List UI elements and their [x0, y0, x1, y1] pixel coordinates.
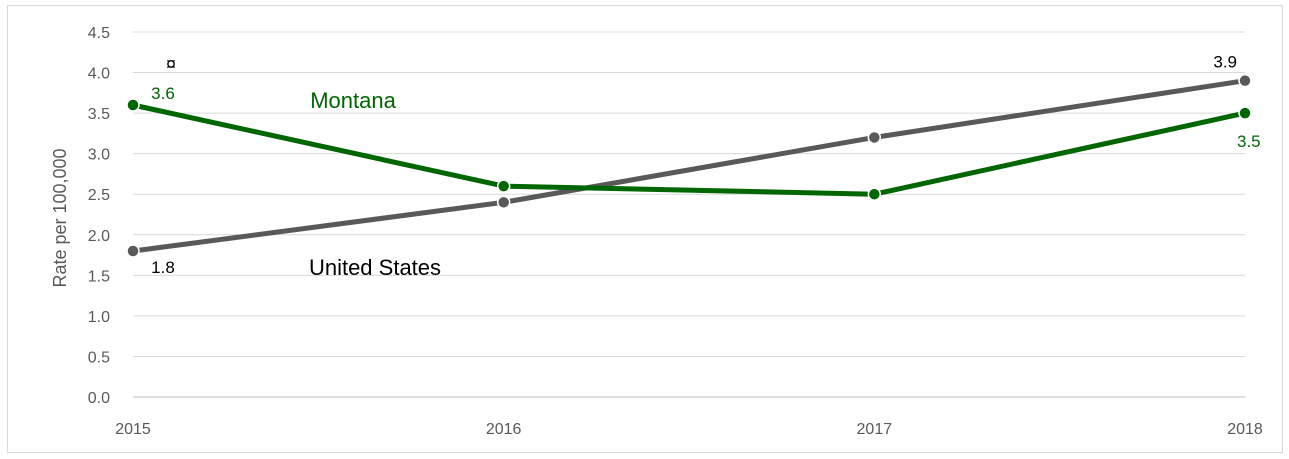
x-tick-label: 2016 [486, 421, 522, 438]
data-label: 3.6 [151, 84, 175, 103]
data-labels: 3.6 3.5 1.8 3.9 Montana United States ¤ [151, 53, 1260, 280]
y-tick-label: 0.0 [88, 390, 110, 407]
x-axis-ticks: 2015 2016 2017 2018 [115, 421, 1263, 438]
y-tick-label: 3.0 [88, 147, 110, 164]
data-label: 3.5 [1237, 132, 1261, 151]
y-tick-label: 2.0 [88, 228, 110, 245]
y-tick-label: 1.5 [88, 268, 110, 285]
y-tick-label: 2.5 [88, 187, 110, 204]
annotation-symbol: ¤ [166, 54, 176, 74]
data-point-montana [867, 187, 882, 201]
y-tick-label: 4.0 [88, 66, 110, 83]
data-point-united-states [126, 244, 140, 258]
data-point-montana [496, 179, 511, 193]
y-tick-label: 4.5 [88, 25, 110, 42]
data-point-united-states [867, 130, 882, 145]
x-tick-label: 2017 [857, 421, 893, 438]
series-layer [126, 73, 1252, 258]
data-point-montana [1238, 106, 1252, 120]
chart-frame [7, 5, 1283, 453]
series-united-states [126, 73, 1252, 258]
data-point-united-states [496, 195, 511, 210]
series-line-montana [130, 102, 1248, 197]
series-montana [126, 98, 1252, 201]
x-tick-label: 2018 [1227, 421, 1263, 438]
x-tick-label: 2015 [115, 421, 151, 438]
data-point-montana [126, 98, 140, 112]
data-label: 3.9 [1213, 53, 1237, 72]
y-axis-ticks: 0.0 0.5 1.0 1.5 2.0 2.5 3.0 3.5 4.0 4.5 [88, 25, 110, 407]
y-tick-label: 1.0 [88, 309, 110, 326]
y-axis-label: Rate per 100,000 [50, 148, 70, 287]
y-tick-label: 0.5 [88, 349, 110, 366]
series-label-united-states: United States [309, 255, 441, 280]
y-tick-label: 3.5 [88, 106, 110, 123]
gridlines [133, 31, 1245, 398]
data-label: 1.8 [151, 258, 175, 277]
series-label-montana: Montana [310, 88, 396, 113]
data-point-united-states [1238, 73, 1252, 88]
series-line-united-states [130, 78, 1248, 254]
